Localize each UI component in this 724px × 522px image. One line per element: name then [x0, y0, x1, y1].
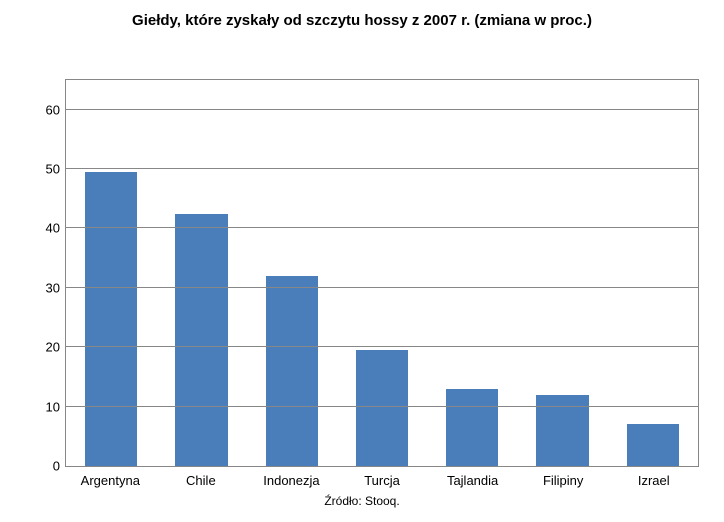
- chart-container: Giełdy, które zyskały od szczytu hossy z…: [0, 0, 724, 522]
- gridline: [66, 227, 698, 228]
- bar-slot: [156, 80, 246, 466]
- y-tick-label: 60: [46, 102, 66, 117]
- source-text: Źródło: Stooq.: [0, 494, 724, 508]
- bar-slot: [247, 80, 337, 466]
- x-tick-label: Filipiny: [518, 473, 609, 488]
- y-tick-label: 10: [46, 399, 66, 414]
- plot-area: 0102030405060: [65, 79, 699, 467]
- x-tick-label: Indonezja: [246, 473, 337, 488]
- x-tick-label: Argentyna: [65, 473, 156, 488]
- x-tick-label: Tajlandia: [427, 473, 518, 488]
- bar: [446, 389, 498, 466]
- y-tick-label: 40: [46, 221, 66, 236]
- gridline: [66, 346, 698, 347]
- bar-slot: [337, 80, 427, 466]
- bar: [85, 172, 137, 466]
- gridline: [66, 109, 698, 110]
- x-tick-label: Chile: [156, 473, 247, 488]
- y-tick-label: 20: [46, 340, 66, 355]
- y-tick-label: 0: [53, 459, 66, 474]
- x-axis-labels: ArgentynaChileIndonezjaTurcjaTajlandiaFi…: [65, 473, 699, 488]
- x-tick-label: Izrael: [608, 473, 699, 488]
- gridline: [66, 287, 698, 288]
- bar: [175, 214, 227, 466]
- bar-slot: [608, 80, 698, 466]
- bar-slot: [427, 80, 517, 466]
- x-tick-label: Turcja: [337, 473, 428, 488]
- chart-title: Giełdy, które zyskały od szczytu hossy z…: [0, 0, 724, 37]
- gridline: [66, 406, 698, 407]
- bar: [627, 424, 679, 466]
- bar: [356, 350, 408, 466]
- bar-slot: [66, 80, 156, 466]
- gridline: [66, 168, 698, 169]
- bar-slot: [517, 80, 607, 466]
- y-tick-label: 30: [46, 280, 66, 295]
- bars-group: [66, 80, 698, 466]
- y-tick-label: 50: [46, 162, 66, 177]
- bar: [266, 276, 318, 466]
